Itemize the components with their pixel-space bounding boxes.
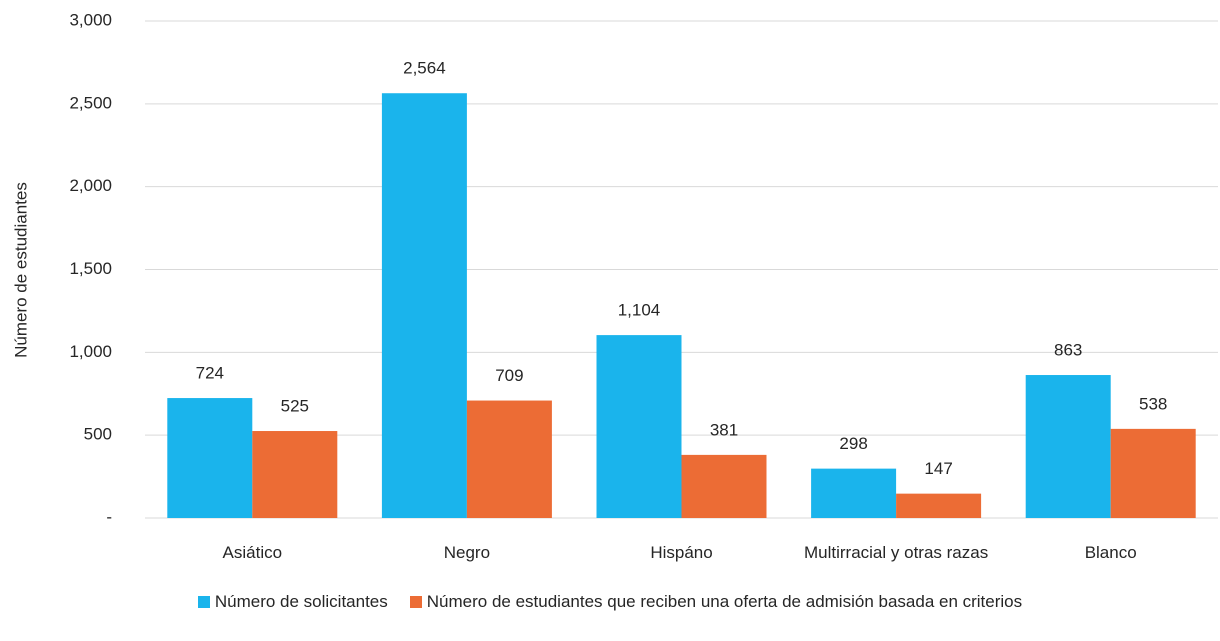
y-tick-label: 500 [84,425,112,444]
y-tick-label: 3,000 [69,10,112,29]
legend-label: Número de solicitantes [214,592,388,611]
y-tick-label: 2,000 [69,176,112,195]
x-tick-label: Asiático [222,543,283,562]
bar [596,335,682,518]
bar [1025,375,1111,518]
legend-swatch [409,596,422,608]
data-label: 724 [196,364,224,383]
y-tick-label: 1,500 [69,259,112,278]
data-label: 525 [281,397,309,416]
legend-label: Número de estudiantes que reciben una of… [426,592,1023,611]
y-tick-label: 1,000 [69,342,112,361]
bar [896,493,982,518]
legend-swatch [197,596,210,608]
legend-entry: Número de solicitantes [197,592,388,612]
bar [811,468,897,518]
legend-entry: Número de estudiantes que reciben una of… [409,592,1023,612]
bar [167,398,253,518]
data-label: 381 [710,420,738,439]
x-tick-label: Hispáno [650,543,713,562]
x-tick-label: Blanco [1084,543,1137,562]
data-label: 709 [495,366,523,385]
data-label: 298 [839,434,867,453]
y-axis-label: Número de estudiantes [11,182,30,358]
bar [466,400,552,518]
bar [381,93,467,519]
y-tick-label: 2,500 [69,93,112,112]
bar [1110,428,1196,518]
legend: Número de solicitantes Número de estudian… [0,592,1220,612]
data-label: 538 [1139,394,1167,413]
x-tick-label: Negro [443,543,491,562]
data-label: 1,104 [618,301,661,320]
x-tick-label: Multirracial y otras razas [803,543,989,562]
data-label: 2,564 [403,59,446,78]
bar [681,454,767,518]
data-label: 147 [924,459,952,478]
data-label: 863 [1054,341,1082,360]
y-tick-label: - [106,507,112,526]
bar [252,431,338,518]
